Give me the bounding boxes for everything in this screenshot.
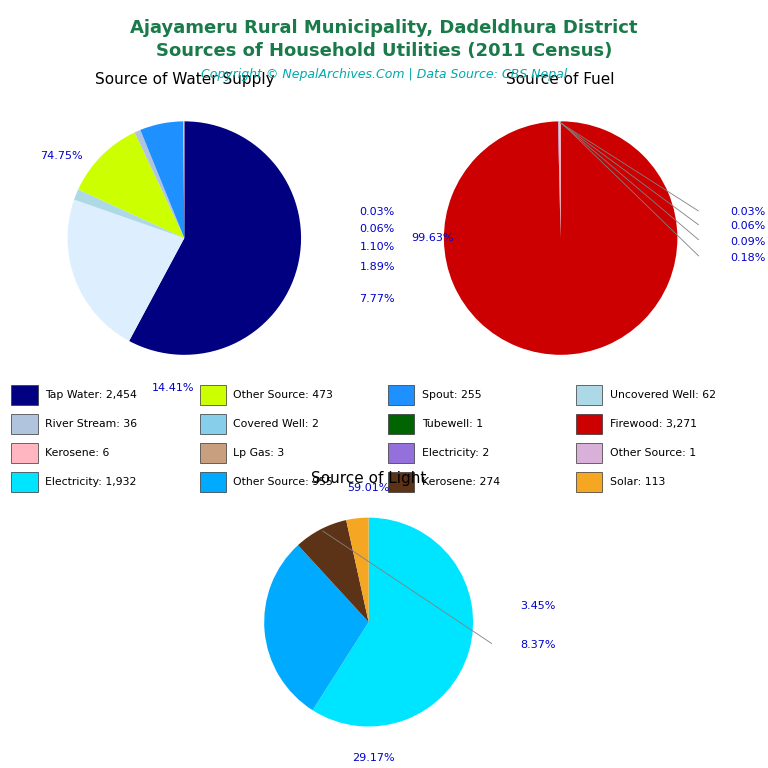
Wedge shape	[313, 518, 473, 727]
Text: Solar: 113: Solar: 113	[610, 477, 665, 487]
Text: Lp Gas: 3: Lp Gas: 3	[233, 448, 285, 458]
Text: 1.89%: 1.89%	[359, 262, 395, 273]
Wedge shape	[346, 518, 369, 622]
Text: 0.03%: 0.03%	[730, 207, 765, 217]
Wedge shape	[141, 121, 184, 238]
Title: Source of Light: Source of Light	[311, 472, 426, 486]
Text: Kerosene: 274: Kerosene: 274	[422, 477, 500, 487]
Bar	[388, 414, 414, 434]
Bar	[576, 472, 602, 492]
Bar	[576, 385, 602, 406]
Wedge shape	[444, 121, 677, 355]
Bar	[200, 472, 226, 492]
Wedge shape	[78, 132, 184, 238]
Text: River Stream: 36: River Stream: 36	[45, 419, 137, 429]
Bar	[388, 385, 414, 406]
Text: Electricity: 1,932: Electricity: 1,932	[45, 477, 137, 487]
Text: Sources of Household Utilities (2011 Census): Sources of Household Utilities (2011 Cen…	[156, 42, 612, 60]
Wedge shape	[74, 190, 184, 238]
Text: 0.06%: 0.06%	[359, 223, 395, 233]
Bar	[388, 443, 414, 463]
Text: 99.63%: 99.63%	[411, 233, 453, 243]
Bar	[12, 443, 38, 463]
Text: Kerosene: 6: Kerosene: 6	[45, 448, 110, 458]
Title: Source of Fuel: Source of Fuel	[506, 72, 615, 87]
Bar	[388, 472, 414, 492]
Text: Covered Well: 2: Covered Well: 2	[233, 419, 319, 429]
Bar	[12, 472, 38, 492]
Text: Electricity: 2: Electricity: 2	[422, 448, 489, 458]
Text: Other Source: 955: Other Source: 955	[233, 477, 333, 487]
Wedge shape	[559, 121, 561, 238]
Bar	[576, 443, 602, 463]
Title: Source of Water Supply: Source of Water Supply	[94, 72, 274, 87]
Bar	[12, 385, 38, 406]
Wedge shape	[264, 545, 369, 710]
Wedge shape	[68, 200, 184, 341]
Text: Firewood: 3,271: Firewood: 3,271	[610, 419, 697, 429]
Text: Tap Water: 2,454: Tap Water: 2,454	[45, 390, 137, 400]
Wedge shape	[298, 520, 369, 622]
Text: 59.01%: 59.01%	[347, 483, 390, 493]
Text: Copyright © NepalArchives.Com | Data Source: CBS Nepal: Copyright © NepalArchives.Com | Data Sou…	[201, 68, 567, 81]
Text: Ajayameru Rural Municipality, Dadeldhura District: Ajayameru Rural Municipality, Dadeldhura…	[131, 19, 637, 37]
Text: 3.45%: 3.45%	[520, 601, 555, 611]
Text: 8.37%: 8.37%	[520, 640, 555, 650]
Text: 1.10%: 1.10%	[359, 243, 395, 253]
Bar	[200, 443, 226, 463]
Text: Other Source: 473: Other Source: 473	[233, 390, 333, 400]
Text: Other Source: 1: Other Source: 1	[610, 448, 696, 458]
Text: 7.77%: 7.77%	[359, 294, 395, 304]
Text: 0.18%: 0.18%	[730, 253, 765, 263]
Text: 74.75%: 74.75%	[41, 151, 83, 161]
Text: 0.03%: 0.03%	[359, 207, 395, 217]
Wedge shape	[134, 130, 184, 238]
Wedge shape	[78, 190, 184, 238]
Text: Uncovered Well: 62: Uncovered Well: 62	[610, 390, 716, 400]
Bar	[200, 385, 226, 406]
Bar	[200, 414, 226, 434]
Text: 0.09%: 0.09%	[730, 237, 765, 247]
Bar	[12, 414, 38, 434]
Wedge shape	[558, 121, 561, 238]
Bar	[576, 414, 602, 434]
Wedge shape	[129, 121, 301, 355]
Text: 29.17%: 29.17%	[353, 753, 396, 763]
Text: 0.06%: 0.06%	[730, 221, 765, 231]
Text: Spout: 255: Spout: 255	[422, 390, 482, 400]
Wedge shape	[558, 121, 561, 238]
Text: Tubewell: 1: Tubewell: 1	[422, 419, 483, 429]
Wedge shape	[558, 121, 561, 238]
Text: 14.41%: 14.41%	[151, 382, 194, 392]
